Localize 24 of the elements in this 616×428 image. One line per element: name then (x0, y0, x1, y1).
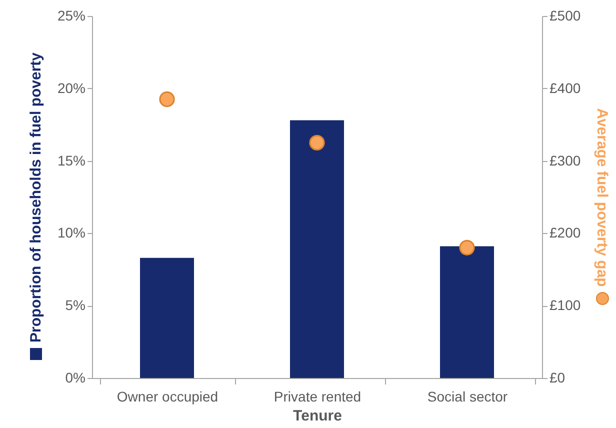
y2-axis-title: Average fuel poverty gap (594, 108, 611, 287)
x-axis-title: Tenure (293, 408, 342, 424)
y2-tick-label: £500 (550, 8, 581, 24)
point (309, 134, 325, 151)
bar (290, 120, 344, 378)
y2-tick-label: £0 (550, 370, 566, 386)
point (459, 240, 475, 256)
y-tick-label: 5% (65, 297, 86, 314)
y-axis-title: Proportion of households in fuel poverty (27, 52, 44, 343)
y-tick-label: 25% (57, 8, 86, 24)
y-tick-label: 10% (57, 224, 86, 241)
x-tick-label: Social sector (427, 388, 508, 404)
x-tick-label: Private rented (274, 388, 362, 404)
bar (140, 258, 194, 378)
y2-tick-label: £200 (550, 224, 581, 241)
y2-tick-label: £400 (550, 80, 581, 96)
point (159, 91, 175, 108)
x-tick-label: Owner occupied (116, 388, 218, 404)
y2-tick-label: £300 (550, 152, 581, 168)
y-tick-label: 15% (57, 152, 86, 168)
y-tick-label: 0% (65, 370, 86, 386)
bar (440, 246, 494, 378)
y-tick-label: 20% (57, 80, 86, 96)
y2-tick-label: £100 (550, 297, 581, 314)
